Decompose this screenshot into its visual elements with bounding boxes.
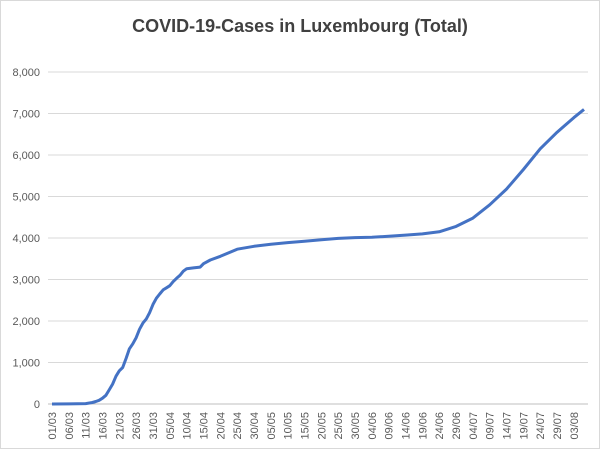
y-tick-label: 4,000 xyxy=(12,233,40,245)
x-tick-label: 25/05 xyxy=(333,412,345,440)
x-tick-label: 31/03 xyxy=(148,412,160,440)
y-tick-label: 6,000 xyxy=(12,150,40,162)
x-tick-label: 03/08 xyxy=(569,412,581,440)
y-tick-label: 0 xyxy=(34,399,40,411)
x-tick-label: 10/04 xyxy=(182,412,194,440)
x-tick-label: 01/03 xyxy=(47,412,59,440)
x-tick-label: 05/05 xyxy=(266,412,278,440)
x-tick-label: 04/07 xyxy=(468,412,480,440)
y-tick-label: 1,000 xyxy=(12,358,40,370)
x-tick-label: 20/05 xyxy=(316,412,328,440)
y-tick-label: 8,000 xyxy=(12,67,40,79)
x-tick-label: 19/07 xyxy=(518,412,530,440)
x-tick-label: 10/05 xyxy=(283,412,295,440)
x-tick-label: 04/06 xyxy=(367,412,379,440)
x-tick-label: 14/07 xyxy=(502,412,514,440)
y-axis-ticks: 0 1,000 2,000 3,000 4,000 5,000 6,000 7,000 8,00… xyxy=(12,67,40,411)
x-tick-label: 05/04 xyxy=(165,412,177,440)
y-tick-label: 7,000 xyxy=(12,109,40,121)
x-tick-label: 24/07 xyxy=(535,412,547,440)
x-tick-label: 14/06 xyxy=(401,412,413,440)
x-tick-label: 30/04 xyxy=(249,412,261,440)
series-line-total-cases xyxy=(51,108,585,406)
y-tick-label: 3,000 xyxy=(12,275,40,287)
x-tick-label: 19/06 xyxy=(417,412,429,440)
x-tick-label: 21/03 xyxy=(114,412,126,440)
x-tick-label: 30/05 xyxy=(350,412,362,440)
x-tick-label: 11/03 xyxy=(81,412,93,439)
x-tick-label: 06/03 xyxy=(64,412,76,440)
x-tick-label: 20/04 xyxy=(215,412,227,440)
x-tick-label: 15/05 xyxy=(300,412,312,440)
chart-title: COVID-19-Cases in Luxembourg (Total) xyxy=(132,16,468,36)
x-tick-label: 16/03 xyxy=(98,412,110,440)
x-tick-label: 25/04 xyxy=(232,412,244,440)
x-tick-label: 29/06 xyxy=(451,412,463,440)
x-tick-label: 15/04 xyxy=(199,412,211,440)
gridlines xyxy=(48,71,588,363)
x-axis-ticks: 01/03 06/03 11/03 16/03 21/03 26/03 31/03 05/04… xyxy=(47,412,581,440)
x-tick-label: 29/07 xyxy=(552,412,564,440)
x-tick-label: 26/03 xyxy=(131,412,143,440)
x-tick-label: 24/06 xyxy=(434,412,446,440)
y-tick-label: 2,000 xyxy=(12,316,40,328)
x-tick-label: 09/06 xyxy=(384,412,396,440)
y-tick-label: 5,000 xyxy=(12,192,40,204)
x-tick-label: 09/07 xyxy=(485,412,497,440)
